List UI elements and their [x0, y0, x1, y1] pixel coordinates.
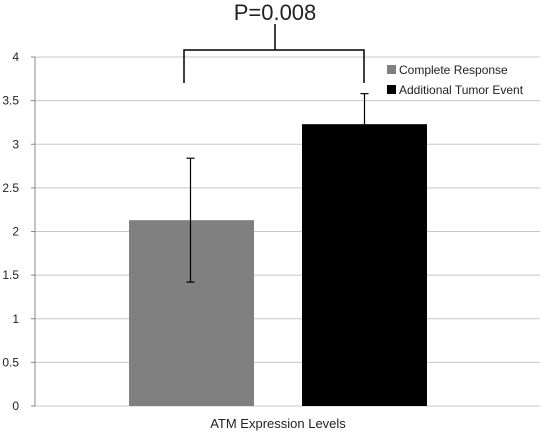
- y-tick-label: 1: [12, 312, 19, 326]
- legend: Complete Response Additional Tumor Event: [387, 63, 524, 97]
- y-tick-label: 4: [12, 50, 19, 64]
- legend-swatch: [387, 85, 396, 94]
- y-tick-label: 2: [12, 225, 19, 239]
- p-value-annotation: P=0.008: [234, 0, 317, 25]
- significance-bracket: [183, 24, 365, 83]
- y-tick-label: 3: [12, 137, 19, 151]
- y-tick-label: 3.5: [2, 94, 19, 108]
- legend-swatch: [387, 65, 396, 74]
- y-tick-label: 2.5: [2, 181, 19, 195]
- bars: [129, 124, 427, 407]
- bracket-line: [183, 49, 365, 83]
- y-tick-label: 0.5: [2, 355, 19, 369]
- x-axis-label: ATM Expression Levels: [210, 416, 346, 431]
- legend-label: Complete Response: [399, 63, 508, 77]
- gridlines: [35, 56, 540, 407]
- legend-label: Additional Tumor Event: [399, 83, 524, 97]
- y-axis: 0 0.5 1 1.5 2 2.5 3 3.5 4: [2, 50, 36, 413]
- y-tick-label: 1.5: [2, 268, 19, 282]
- y-tick-label: 0: [12, 399, 19, 413]
- bar-additional-tumor-event: [302, 124, 427, 407]
- bar-complete-response: [129, 220, 254, 406]
- error-bars: [186, 93, 369, 283]
